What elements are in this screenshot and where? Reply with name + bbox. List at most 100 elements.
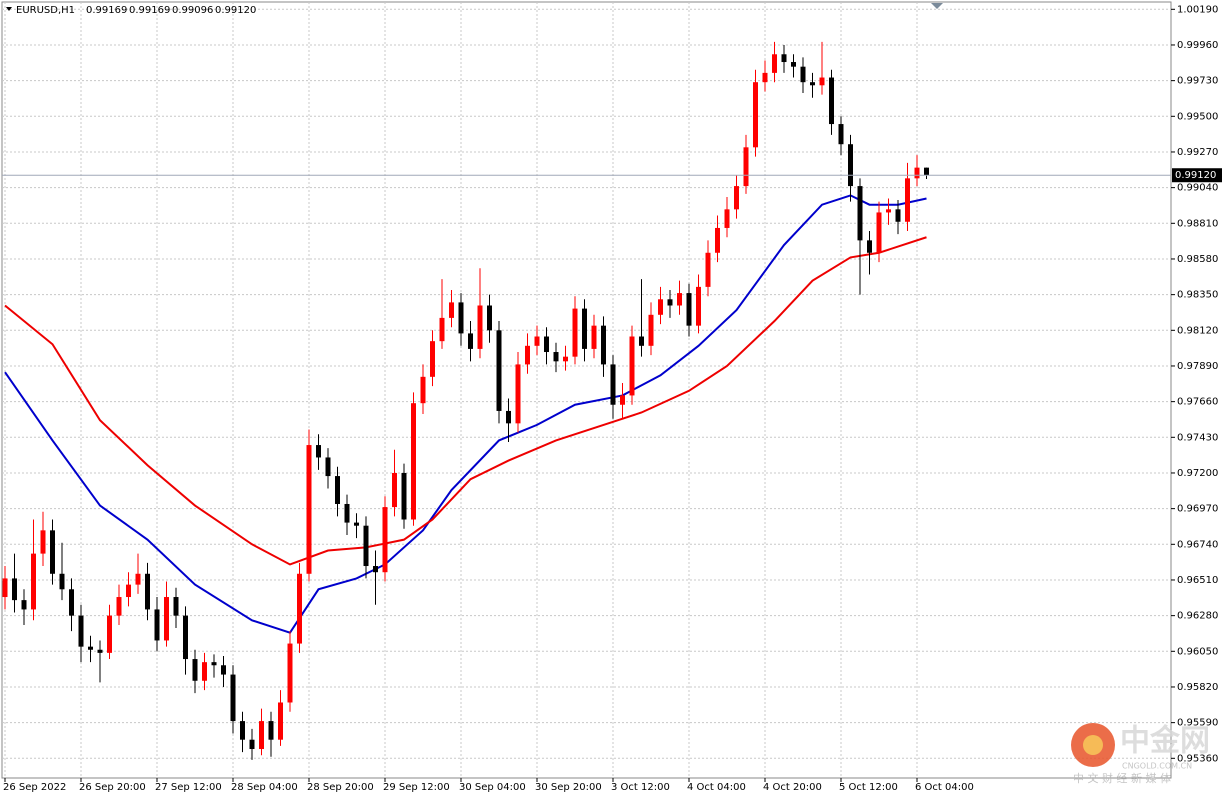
candle-body — [411, 403, 416, 520]
candle-body — [316, 445, 321, 458]
candles — [2, 41, 929, 760]
candle-body — [886, 209, 891, 213]
y-tick-label: 0.99270 — [1177, 147, 1218, 158]
candle-body — [810, 82, 815, 86]
watermark-site: CNGOLD.COM.CN — [1122, 762, 1192, 771]
moving-average — [4, 236, 927, 566]
x-tick-label: 30 Sep 04:00 — [459, 782, 526, 793]
candle-body — [297, 573, 302, 644]
candle-body — [772, 54, 777, 73]
candle-body — [78, 615, 84, 647]
candle-body — [12, 578, 17, 601]
x-tick-label: 6 Oct 04:00 — [915, 782, 974, 793]
candle-body — [515, 364, 521, 424]
candle-body — [838, 124, 844, 145]
x-tick-label: 27 Sep 12:00 — [155, 782, 222, 793]
watermark: 中金网 CNGOLD.COM.CN 中 文 财 经 新 媒 体 — [1071, 723, 1210, 785]
x-tick-label: 26 Sep 20:00 — [79, 782, 146, 793]
candle-body — [743, 147, 749, 187]
candle-body — [819, 77, 825, 86]
candle-body — [506, 410, 511, 424]
candle-body — [582, 308, 587, 349]
candle-body — [658, 299, 663, 315]
moving-average — [4, 194, 927, 634]
candle-body — [240, 721, 245, 740]
y-tick-label: 0.98810 — [1177, 218, 1218, 229]
high-label: 0.99169 — [129, 5, 170, 16]
y-tick-label: 0.99960 — [1177, 40, 1218, 51]
candle-body — [648, 314, 654, 346]
candle-body — [867, 240, 872, 253]
candle-body — [800, 66, 806, 83]
candle-body — [173, 597, 179, 616]
candle-body — [553, 352, 559, 362]
candle-body — [715, 227, 720, 253]
candle-body — [2, 578, 8, 598]
candle-body — [620, 395, 625, 405]
x-tick-label: 4 Oct 04:00 — [687, 782, 746, 793]
y-tick-label: 0.99040 — [1177, 183, 1218, 194]
candle-body — [905, 178, 910, 222]
candle-body — [876, 212, 882, 253]
candle-body — [420, 376, 426, 404]
candle-body — [477, 305, 483, 349]
y-tick-label: 0.97660 — [1177, 397, 1218, 408]
candle-body — [268, 721, 274, 740]
shift-marker — [931, 3, 943, 9]
candle-body — [392, 472, 397, 508]
candle-body — [544, 336, 549, 353]
low-label: 0.99096 — [172, 5, 213, 16]
candle-body — [135, 573, 141, 585]
candle-body — [753, 82, 758, 148]
candle-body — [895, 209, 901, 222]
y-tick-label: 0.99730 — [1177, 76, 1218, 87]
x-tick-label: 28 Sep 20:00 — [307, 782, 374, 793]
y-tick-label: 0.96510 — [1177, 575, 1218, 586]
candle-body — [734, 186, 739, 210]
x-tick-label: 30 Sep 20:00 — [535, 782, 602, 793]
x-tick-label: 26 Sep 2022 — [3, 782, 66, 793]
y-tick-label: 0.96050 — [1177, 646, 1218, 657]
price-tag-label: 0.99120 — [1175, 170, 1216, 181]
candle-body — [107, 615, 112, 653]
candle-body — [449, 302, 454, 318]
y-tick-label: 0.98580 — [1177, 254, 1218, 265]
x-tick-label: 3 Oct 12:00 — [611, 782, 670, 793]
menu-arrow[interactable] — [6, 7, 12, 11]
x-tick-label: 29 Sep 12:00 — [383, 782, 450, 793]
y-tick-label: 0.95820 — [1177, 682, 1218, 693]
y-tick-label: 0.99500 — [1177, 111, 1218, 122]
candle-body — [164, 597, 169, 641]
candle-body — [639, 336, 644, 346]
candle-body — [373, 566, 378, 573]
candle-body — [97, 649, 103, 653]
y-tick-label: 0.97890 — [1177, 361, 1218, 372]
candle-body — [439, 317, 445, 342]
candle-body — [629, 336, 635, 396]
candle-body — [468, 333, 473, 349]
y-tick-label: 0.96740 — [1177, 539, 1218, 550]
candle-body — [705, 252, 711, 287]
close-label: 0.99120 — [215, 5, 256, 16]
candle-body — [829, 77, 834, 125]
y-tick-label: 0.96970 — [1177, 504, 1218, 515]
candle-body — [116, 597, 122, 616]
candle-body — [487, 305, 492, 331]
candle-body — [601, 325, 606, 365]
y-tick-label: 0.95360 — [1177, 753, 1218, 764]
x-tick-label: 28 Sep 04:00 — [231, 782, 298, 793]
candle-body — [591, 325, 597, 349]
candle-body — [430, 341, 435, 377]
candle-body — [525, 345, 530, 365]
candle-body — [857, 186, 863, 241]
candle-body — [145, 573, 150, 610]
watermark-tagline: 中 文 财 经 新 媒 体 — [1073, 771, 1171, 785]
candle-body — [572, 308, 578, 357]
candle-body — [354, 522, 359, 526]
candle-body — [914, 167, 920, 179]
price-tag — [1172, 168, 1222, 183]
candle-body — [31, 553, 36, 610]
candle-body — [126, 584, 131, 598]
candle-body — [211, 662, 217, 666]
